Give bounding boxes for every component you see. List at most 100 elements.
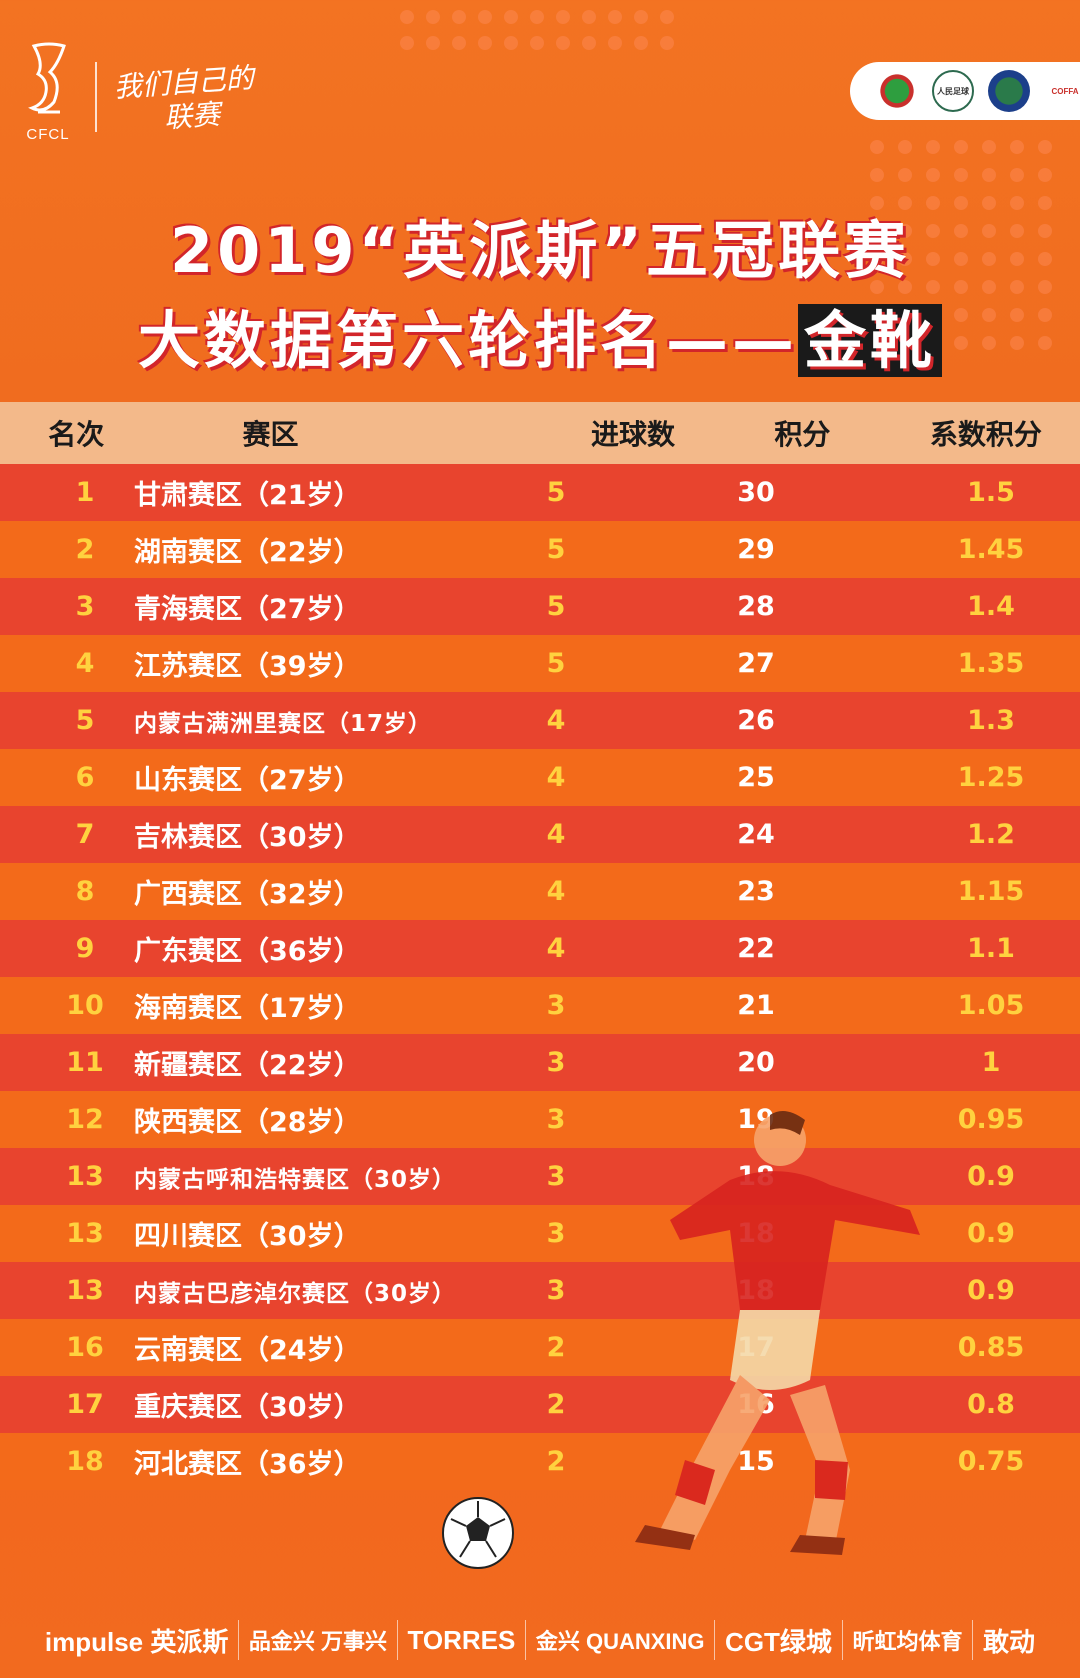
rank-cell: 6 bbox=[75, 762, 95, 793]
coef-cell: 1.5 bbox=[967, 477, 1015, 508]
page-subtitle: 大数据第六轮排名——金靴 bbox=[0, 290, 1080, 380]
header-goals: 进球数 bbox=[590, 418, 675, 451]
region-cell: 内蒙古呼和浩特赛区（30岁） bbox=[134, 1166, 457, 1193]
coef-cell: 0.8 bbox=[967, 1389, 1015, 1420]
region-cell: 海南赛区（17岁） bbox=[134, 993, 361, 1024]
points-cell: 22 bbox=[737, 933, 775, 964]
region-cell: 重庆赛区（30岁） bbox=[134, 1392, 361, 1423]
goals-cell: 5 bbox=[546, 648, 566, 679]
goals-cell: 2 bbox=[546, 1389, 566, 1420]
rank-cell: 16 bbox=[66, 1332, 104, 1363]
header-coef: 系数积分 bbox=[929, 418, 1042, 451]
region-cell: 陕西赛区（28岁） bbox=[134, 1107, 361, 1138]
table-row: 5 内蒙古满洲里赛区（17岁） 4 26 1.3 bbox=[0, 692, 1080, 749]
region-cell: 山东赛区（27岁） bbox=[134, 765, 361, 796]
brand-abbr: CFCL bbox=[26, 126, 70, 143]
table-row: 11 新疆赛区（22岁） 3 20 1 bbox=[0, 1034, 1080, 1091]
points-cell: 25 bbox=[737, 762, 775, 793]
table-row: 4 江苏赛区（39岁） 5 27 1.35 bbox=[0, 635, 1080, 692]
coef-cell: 1 bbox=[981, 1047, 1001, 1078]
region-cell: 吉林赛区（30岁） bbox=[134, 822, 361, 853]
points-cell: 20 bbox=[737, 1047, 775, 1078]
sponsor-divider bbox=[396, 1620, 398, 1660]
points-cell: 18 bbox=[737, 1161, 775, 1192]
table-row: 13 四川赛区（30岁） 3 18 0.9 bbox=[0, 1205, 1080, 1262]
points-cell: 16 bbox=[737, 1389, 775, 1420]
rank-cell: 8 bbox=[75, 876, 95, 907]
coef-cell: 1.25 bbox=[957, 762, 1025, 793]
points-cell: 30 bbox=[737, 477, 775, 508]
slogan-line2: 联赛 bbox=[163, 97, 222, 135]
table-row: 17 重庆赛区（30岁） 2 16 0.8 bbox=[0, 1376, 1080, 1433]
subtitle-highlight: 金靴 bbox=[798, 304, 943, 377]
football-association-logo-icon bbox=[876, 70, 918, 112]
table-row: 13 内蒙古巴彦淖尔赛区（30岁） 3 18 0.9 bbox=[0, 1262, 1080, 1319]
rank-cell: 18 bbox=[66, 1446, 104, 1477]
goals-cell: 3 bbox=[546, 1104, 566, 1135]
goals-cell: 4 bbox=[546, 876, 566, 907]
goals-cell: 5 bbox=[546, 477, 566, 508]
table-row: 18 河北赛区（36岁） 2 15 0.75 bbox=[0, 1433, 1080, 1490]
region-cell: 湖南赛区（22岁） bbox=[134, 537, 361, 568]
coef-cell: 0.75 bbox=[957, 1446, 1025, 1477]
points-cell: 23 bbox=[737, 876, 775, 907]
rank-cell: 4 bbox=[75, 648, 95, 679]
rank-cell: 9 bbox=[75, 933, 95, 964]
table-row: 16 云南赛区（24岁） 2 17 0.85 bbox=[0, 1319, 1080, 1376]
goals-cell: 3 bbox=[546, 1275, 566, 1306]
coef-cell: 1.35 bbox=[957, 648, 1025, 679]
region-cell: 广东赛区（36岁） bbox=[134, 936, 361, 967]
points-cell: 19 bbox=[737, 1104, 775, 1135]
sponsor-divider bbox=[714, 1620, 716, 1660]
coef-cell: 1.1 bbox=[967, 933, 1015, 964]
sponsor-quanxing: 金兴 QUANXING bbox=[535, 1629, 705, 1654]
header-region: 赛区 bbox=[242, 418, 299, 451]
rank-cell: 5 bbox=[75, 705, 95, 736]
points-cell: 15 bbox=[737, 1446, 775, 1477]
ranking-table: 名次 赛区 进球数 积分 系数积分 1 甘肃赛区（21岁） 5 30 1.5 2 湖南赛区（… bbox=[0, 402, 1080, 1490]
region-cell: 云南赛区（24岁） bbox=[134, 1335, 361, 1366]
sponsor-divider bbox=[238, 1620, 240, 1660]
coef-cell: 0.9 bbox=[967, 1218, 1015, 1249]
rank-cell: 10 bbox=[66, 990, 104, 1021]
goals-cell: 4 bbox=[546, 933, 566, 964]
goals-cell: 5 bbox=[546, 534, 566, 565]
table-body: 1 甘肃赛区（21岁） 5 30 1.5 2 湖南赛区（22岁） 5 29 1.45 3 青海赛区（2… bbox=[0, 464, 1080, 1490]
header-points: 积分 bbox=[774, 418, 831, 451]
goals-cell: 3 bbox=[546, 1218, 566, 1249]
points-cell: 27 bbox=[737, 648, 775, 679]
goals-cell: 3 bbox=[546, 1161, 566, 1192]
goals-cell: 5 bbox=[546, 591, 566, 622]
brand-divider bbox=[95, 62, 97, 132]
table-row: 2 湖南赛区（22岁） 5 29 1.45 bbox=[0, 521, 1080, 578]
region-cell: 内蒙古巴彦淖尔赛区（30岁） bbox=[134, 1280, 457, 1307]
subtitle-main: 大数据第六轮排名—— bbox=[137, 304, 798, 377]
points-cell: 28 bbox=[737, 591, 775, 622]
table-row: 7 吉林赛区（30岁） 4 24 1.2 bbox=[0, 806, 1080, 863]
region-cell: 河北赛区（36岁） bbox=[134, 1449, 361, 1480]
sponsor-divider bbox=[972, 1620, 974, 1660]
region-cell: 青海赛区（27岁） bbox=[134, 594, 361, 625]
table-row: 1 甘肃赛区（21岁） 5 30 1.5 bbox=[0, 464, 1080, 521]
sponsor-divider bbox=[841, 1620, 843, 1660]
points-cell: 18 bbox=[737, 1275, 775, 1306]
sponsor-impulse: impulse 英派斯 bbox=[44, 1626, 229, 1657]
table-row: 12 陕西赛区（28岁） 3 19 0.95 bbox=[0, 1091, 1080, 1148]
sponsor-pinjinxing: 品金兴 万事兴 bbox=[248, 1629, 387, 1654]
rank-cell: 7 bbox=[75, 819, 95, 850]
header-rank: 名次 bbox=[48, 418, 105, 451]
coef-cell: 1.45 bbox=[957, 534, 1025, 565]
sponsor-bar: impulse 英派斯 品金兴 万事兴 TORRES 金兴 QUANXING C… bbox=[0, 1610, 1080, 1670]
coef-cell: 1.05 bbox=[957, 990, 1025, 1021]
points-cell: 24 bbox=[737, 819, 775, 850]
sponsor-divider bbox=[525, 1620, 527, 1660]
points-cell: 26 bbox=[737, 705, 775, 736]
decorative-dots-top bbox=[400, 10, 700, 60]
coef-cell: 0.9 bbox=[967, 1161, 1015, 1192]
amateur-league-logo-icon bbox=[988, 70, 1030, 112]
coef-cell: 1.4 bbox=[967, 591, 1015, 622]
goals-cell: 4 bbox=[546, 762, 566, 793]
table-row: 9 广东赛区（36岁） 4 22 1.1 bbox=[0, 920, 1080, 977]
rank-cell: 11 bbox=[66, 1047, 104, 1078]
partner-logos: 人民足球 COFFA bbox=[850, 62, 1080, 120]
